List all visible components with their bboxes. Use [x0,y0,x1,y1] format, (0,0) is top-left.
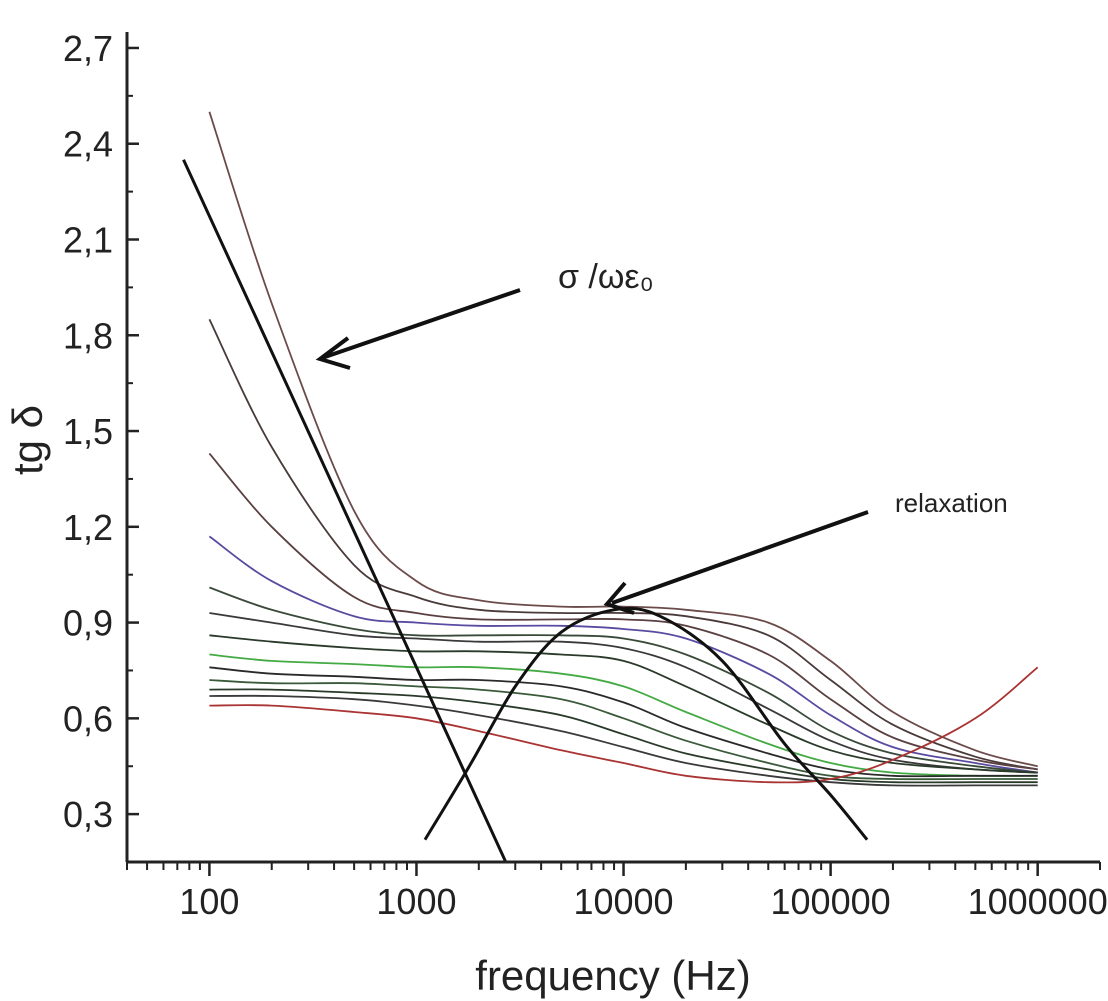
series-line-13 [209,666,1039,784]
series-line-6 [209,612,1038,774]
x-tick-label: 1000000 [968,881,1108,922]
series-line-11 [209,688,1038,784]
series-line-9 [209,666,1038,778]
y-tick-label: 1,5 [63,411,113,452]
y-axis-title: tg δ [4,405,51,475]
x-axis-title: frequency (Hz) [475,952,750,999]
relaxation-curve [423,606,869,841]
series-line-10 [209,679,1038,781]
conduction-line [182,159,508,863]
conduction-arrow [321,288,521,360]
x-tick-label: 100000 [771,881,891,922]
y-tick-label: 1,2 [63,507,113,548]
y-tick-label: 2,1 [63,220,113,261]
series-line-7 [209,634,1038,774]
y-tick-label: 0,3 [63,794,113,835]
annotations: σ /ωε₀ relaxation [182,159,1008,863]
series-line-3 [208,452,1038,771]
conduction-label: σ /ωε₀ [558,258,654,296]
series-line-4 [208,535,1038,774]
x-tick-label: 100 [179,881,239,922]
y-tick-label: 1,8 [63,315,113,356]
y-tick-label: 0,6 [63,698,113,739]
conduction-arrow-head [315,336,351,370]
relaxation-arrow-head [603,581,635,615]
y-tick-label: 2,7 [63,28,113,69]
x-tick-label: 1000 [376,881,456,922]
series-line-2 [208,318,1038,771]
x-ticks: 100 1000 10000 100000 1000000 [126,862,1108,922]
y-tick-label: 2,4 [63,124,113,165]
x-tick-label: 10000 [573,881,673,922]
series-line-1 [208,111,1038,768]
axes [125,32,1100,864]
relaxation-label: relaxation [895,488,1008,518]
relaxation-arrow [611,510,869,605]
series-line-12 [209,694,1038,787]
series-line-5 [209,586,1038,774]
y-ticks: 0,3 0,6 0,9 1,2 1,5 1,8 2,1 2,4 2,7 [63,28,139,863]
y-tick-label: 0,9 [63,603,113,644]
series-line-8 [209,653,1038,777]
dielectric-loss-curves [208,111,1039,787]
